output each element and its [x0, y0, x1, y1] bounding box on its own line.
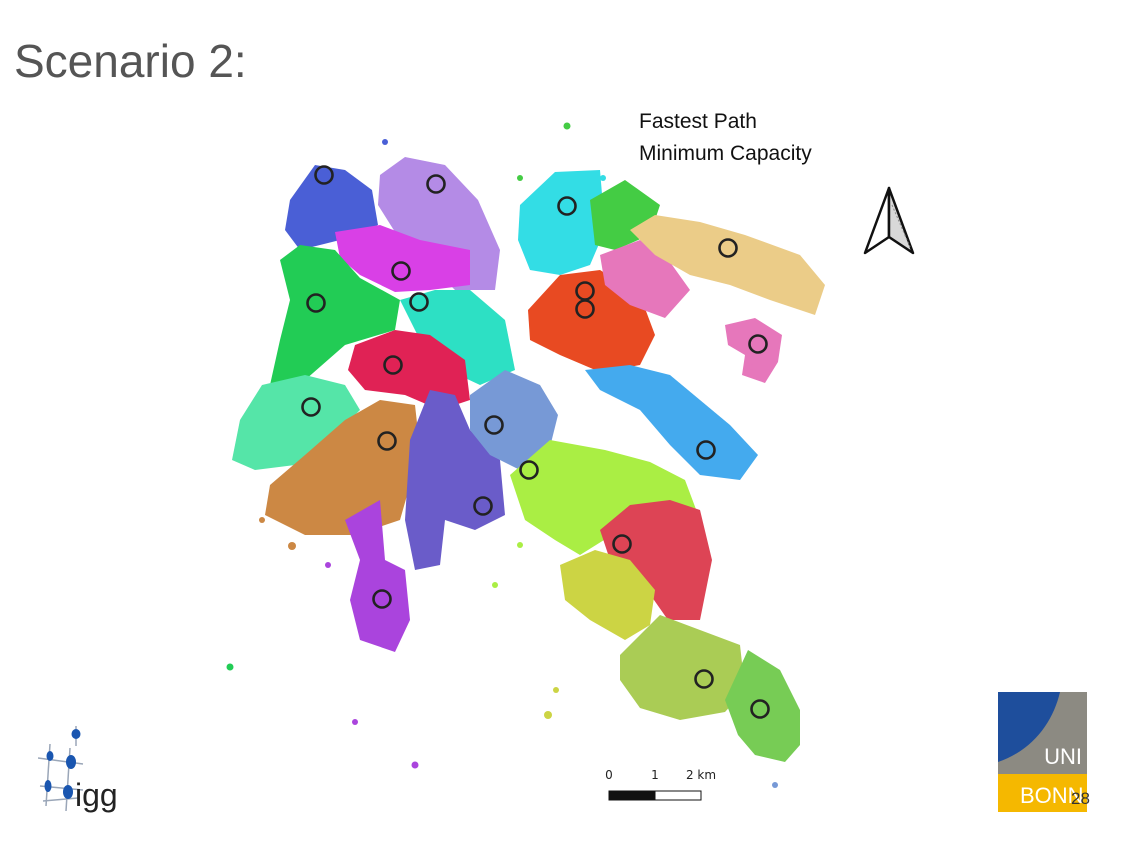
facility-marker [750, 699, 770, 719]
slide-title: Scenario 2: [14, 35, 247, 87]
region-violet-south [345, 500, 410, 652]
map-regions [232, 157, 825, 762]
facility-marker [409, 292, 429, 312]
facility-marker [557, 196, 577, 216]
scale-tick-2km: 2 km [686, 768, 716, 782]
page-number: 28 [1071, 789, 1090, 808]
region-magenta [335, 225, 470, 292]
facility-marker [391, 261, 411, 281]
region-teal-center [400, 290, 515, 385]
facility-marker [484, 415, 504, 435]
legend-line-fastest-path: Fastest Path [639, 110, 757, 133]
region-sand [630, 215, 825, 315]
scale-bar: 0 1 2 km [605, 768, 716, 801]
map-legend: Fastest Path Minimum Capacity [639, 106, 812, 170]
uni-logo-text-bottom: BONN [1020, 783, 1084, 808]
facility-marker [383, 355, 403, 375]
igg-logo-icon [38, 726, 84, 811]
uni-logo-text-top: UNI [1044, 744, 1082, 769]
facility-marker [314, 165, 334, 185]
facility-marker [696, 440, 716, 460]
region-slate-purple [405, 390, 505, 570]
facility-marker [519, 460, 539, 480]
region-green-south [725, 650, 800, 762]
scale-tick-1: 1 [651, 768, 659, 782]
region-olive-yellow [560, 550, 655, 640]
facility-marker [377, 431, 397, 451]
region-red-southeast [600, 500, 712, 620]
legend-line-minimum-capacity: Minimum Capacity [639, 142, 812, 165]
facility-marker [748, 334, 768, 354]
region-mint [232, 375, 360, 470]
facility-marker [575, 299, 595, 319]
facility-marker [426, 174, 446, 194]
facility-markers [301, 165, 770, 719]
region-green-west [270, 245, 400, 385]
facility-marker [473, 496, 493, 516]
region-pink-east [600, 240, 690, 318]
region-north-blue [285, 165, 378, 250]
region-cornflower [470, 370, 558, 470]
region-cyan-north [518, 170, 605, 275]
facility-marker [694, 669, 714, 689]
facility-marker [306, 293, 326, 313]
scattered-points [226, 122, 778, 788]
north-arrow-icon [863, 186, 915, 255]
igg-logo-text: igg [75, 777, 118, 813]
facility-marker [372, 589, 392, 609]
facility-marker [612, 534, 632, 554]
uni-bonn-logo: UNI BONN [998, 692, 1087, 812]
cluster-map [226, 122, 825, 788]
region-crimson [348, 330, 470, 410]
region-lime [510, 440, 700, 555]
scale-tick-0: 0 [605, 768, 613, 782]
region-yellow-green [620, 615, 745, 720]
facility-marker [301, 397, 321, 417]
facility-marker [718, 238, 738, 258]
